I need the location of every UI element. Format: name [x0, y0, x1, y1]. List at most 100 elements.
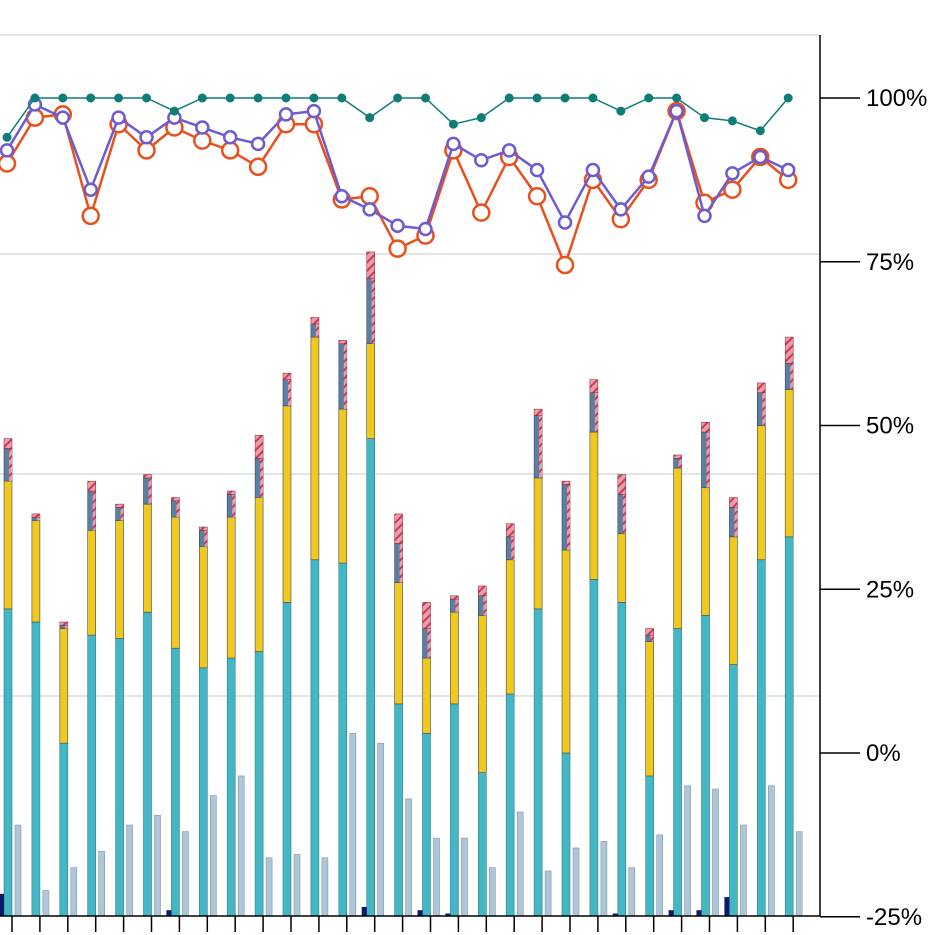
- bar-teal: [226, 657, 236, 917]
- bar-red-hatch: [226, 490, 236, 495]
- bar-red-hatch: [762, 392, 766, 426]
- series-point: [142, 93, 151, 103]
- bar-yellow: [450, 611, 459, 705]
- bar-group: [589, 379, 608, 917]
- y-tick-label: 50%: [866, 413, 914, 440]
- bar-group: [59, 621, 78, 917]
- series-point: [2, 132, 12, 142]
- bar-group: [166, 497, 189, 917]
- series-point: [588, 93, 598, 103]
- bar-yellow: [59, 628, 69, 744]
- series-point: [476, 113, 486, 123]
- series-point: [446, 136, 461, 152]
- bar-teal: [310, 559, 320, 917]
- bar-light: [70, 867, 78, 917]
- bar-red-hatch: [343, 343, 347, 410]
- series-point: [390, 218, 405, 233]
- series-point: [418, 221, 433, 237]
- line-series-0: [2, 93, 793, 142]
- bar-red-hatch: [64, 625, 68, 629]
- series-point: [306, 103, 322, 119]
- bar-light: [349, 733, 357, 917]
- series-point: [81, 206, 100, 226]
- bar-group: [361, 251, 385, 917]
- series-point: [337, 93, 347, 103]
- series-point: [527, 187, 547, 206]
- bar-group: [143, 474, 161, 917]
- bar-red-hatch: [505, 523, 515, 538]
- series-point: [472, 203, 491, 222]
- bar-teal: [645, 775, 655, 917]
- bar-red-hatch: [171, 497, 180, 502]
- bar-red-hatch: [511, 536, 515, 560]
- line-series-2: [0, 101, 798, 275]
- bar-teal: [59, 742, 69, 917]
- series-point: [195, 120, 210, 135]
- bar-group: [561, 480, 580, 917]
- series-point: [111, 110, 126, 125]
- bar-red-hatch: [31, 513, 41, 518]
- series-point: [365, 113, 375, 123]
- series-point: [250, 136, 266, 152]
- bar-group: [417, 602, 440, 917]
- bar-light: [210, 795, 217, 917]
- series-point: [0, 154, 17, 173]
- series-point: [555, 255, 575, 275]
- bar-red-hatch: [757, 382, 766, 393]
- bar-group: [87, 480, 105, 917]
- bar-teal: [31, 621, 41, 917]
- bar-group: [254, 435, 273, 917]
- bar-red-hatch: [394, 513, 403, 544]
- bar-red-hatch: [427, 628, 431, 659]
- bar-red-hatch: [650, 635, 654, 642]
- bar-navy: [612, 913, 618, 916]
- series-point: [137, 141, 156, 160]
- bar-yellow: [394, 582, 403, 705]
- bar-yellow: [254, 497, 264, 652]
- series-point: [700, 113, 709, 123]
- bar-red-hatch: [450, 595, 459, 600]
- bar-teal: [533, 608, 543, 917]
- series-point: [697, 208, 712, 224]
- bar-light: [600, 841, 608, 917]
- bar-light: [767, 785, 775, 917]
- bar-light: [154, 814, 161, 917]
- series-point: [362, 202, 377, 217]
- bar-red-hatch: [288, 379, 291, 406]
- series-point: [448, 119, 458, 129]
- bar-teal: [282, 602, 292, 917]
- bar-navy: [668, 910, 674, 916]
- bar-light: [42, 890, 50, 917]
- series-point: [55, 110, 71, 125]
- bar-teal: [199, 667, 208, 917]
- right-axis: 100% 75% 50% 25% 0% -25%: [0, 35, 927, 932]
- series-point: [197, 93, 207, 103]
- series-point: [755, 126, 765, 136]
- bar-teal: [394, 703, 403, 917]
- bar-yellow: [87, 529, 96, 636]
- series-point: [169, 106, 179, 116]
- bar-yellow: [701, 487, 710, 616]
- bar-light: [488, 867, 496, 917]
- grid-lines: [0, 34, 820, 697]
- series-point: [220, 141, 240, 160]
- bar-teal: [617, 602, 627, 917]
- bar-light: [684, 785, 691, 917]
- bar-red-hatch: [260, 458, 264, 498]
- bar-teal: [673, 628, 682, 917]
- series-point: [672, 93, 682, 103]
- bar-yellow: [784, 389, 794, 538]
- bar-group: [226, 490, 245, 917]
- bar-red-hatch: [734, 507, 738, 537]
- bar-yellow: [533, 477, 543, 610]
- bar-light: [377, 742, 385, 917]
- series-point: [783, 93, 793, 103]
- bar-red-hatch: [310, 317, 320, 325]
- series-point: [0, 143, 15, 158]
- bar-navy: [445, 913, 451, 916]
- bar-red-hatch: [478, 585, 487, 597]
- bar-group: [505, 523, 524, 917]
- series-point: [225, 93, 235, 103]
- bar-red-hatch: [199, 526, 208, 531]
- bar-group: [394, 513, 412, 917]
